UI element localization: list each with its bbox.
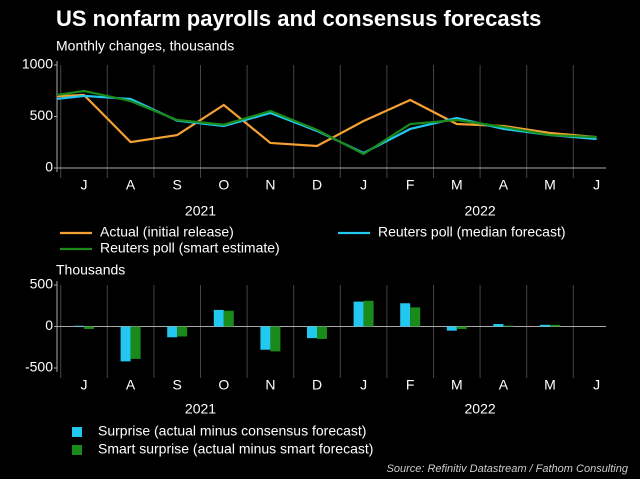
x-tick-label: S [173,377,182,393]
legend-label: Surprise (actual minus consensus forecas… [98,423,366,439]
y-tick-label: 500 [30,276,54,292]
x-tick-label: D [312,177,322,193]
x-tick-label: J [360,177,367,193]
x-tick-label: J [593,377,600,393]
bar [456,326,467,329]
bar [213,309,224,327]
bar [550,324,560,327]
legend-label: Smart surprise (actual minus smart forec… [98,441,373,457]
x-tick-label: M [451,377,463,393]
bar [540,324,550,327]
y-tick-label: -500 [25,359,53,375]
x-tick-label: F [406,377,415,393]
bar [353,301,364,327]
x-tick-label: A [499,377,509,393]
bar [130,326,141,359]
legend-swatch [72,427,82,437]
bar [307,326,317,339]
year-label: 2021 [185,401,216,417]
bar [317,326,327,339]
x-tick-label: O [218,177,229,193]
x-tick-label: O [218,377,229,393]
bar [503,325,514,327]
plot [27,300,560,362]
bar [400,303,411,327]
x-tick-label: S [173,177,182,193]
bar [27,323,37,326]
x-tick-label: N [265,377,275,393]
x-tick-label: N [265,177,275,193]
x-tick-label: M [451,177,463,193]
legend-swatch [72,445,82,455]
y-tick-label: 500 [30,107,54,123]
y-tick-label: 0 [45,159,53,175]
y-tick-label: 1000 [22,56,53,72]
y-axis-label: Thousands [56,262,125,278]
legend-label: Actual (initial release) [100,224,234,240]
chart-title: US nonfarm payrolls and consensus foreca… [56,6,541,31]
bar [410,307,421,327]
bar [177,326,188,337]
x-tick-label: A [499,177,509,193]
line [57,93,597,148]
x-tick-label: J [81,177,88,193]
bar [167,326,178,338]
x-tick-label: J [81,377,88,393]
bar [74,325,84,327]
bar [270,326,281,352]
bar [223,310,234,327]
bar [493,324,504,327]
source: Source: Refinitiv Datastream / Fathom Co… [387,463,629,475]
y-tick-label: 0 [45,317,53,333]
bar [84,326,94,329]
bar [446,326,457,331]
x-tick-label: F [406,177,415,193]
x-tick-label: A [126,177,136,193]
year-label: 2022 [465,203,496,219]
year-label: 2022 [465,401,496,417]
x-tick-label: M [544,377,556,393]
x-tick-label: A [126,377,136,393]
bar [120,326,131,362]
plot [57,89,597,156]
legend-label: Reuters poll (smart estimate) [100,240,280,256]
line [57,94,597,155]
x-tick-label: M [544,177,556,193]
legend-label: Reuters poll (median forecast) [378,224,566,240]
bar [260,326,271,350]
year-label: 2021 [185,203,216,219]
line [57,89,597,156]
bar [363,300,374,327]
x-tick-label: J [593,177,600,193]
x-tick-label: D [312,377,322,393]
x-tick-label: J [360,377,367,393]
subtitle: Monthly changes, thousands [56,38,234,54]
